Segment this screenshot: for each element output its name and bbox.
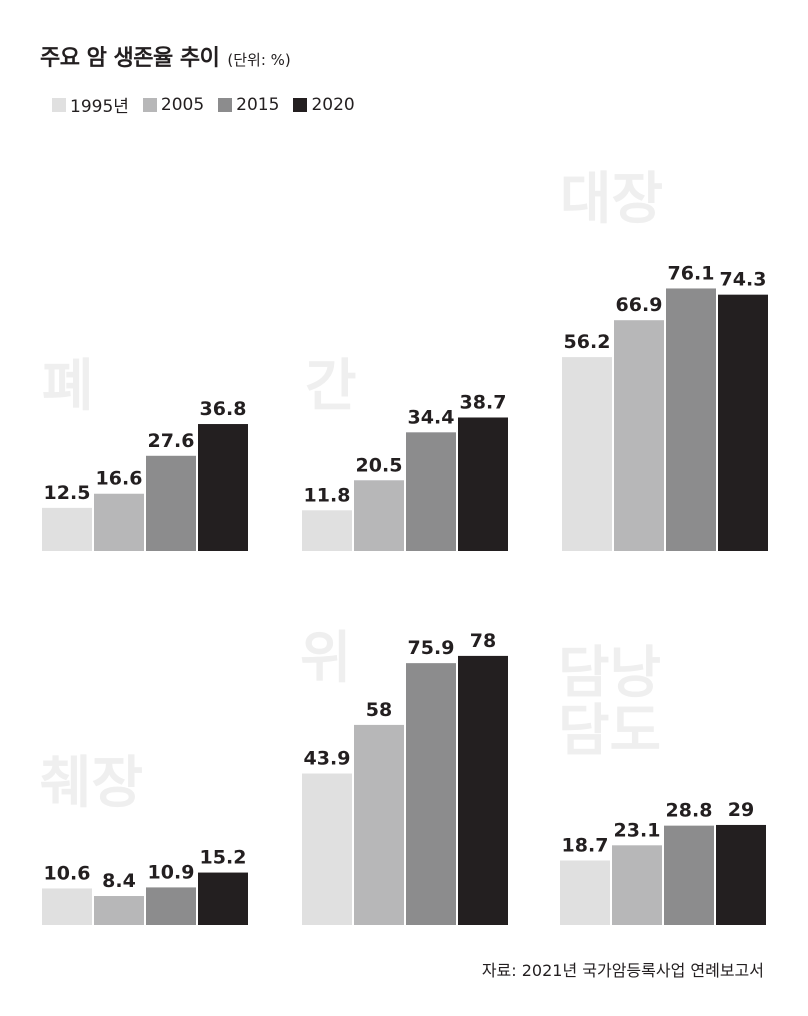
- value-label: 74.3: [720, 269, 767, 291]
- panel-label: 췌장: [40, 751, 143, 816]
- bar-2005: [94, 896, 144, 925]
- legend-item-2015: 2015: [218, 92, 279, 117]
- title-row: 주요 암 생존율 추이 (단위: %): [40, 40, 291, 72]
- value-label: 34.4: [408, 406, 455, 428]
- bar-1995: [42, 888, 92, 925]
- value-label: 43.9: [304, 748, 351, 770]
- bar-2020: [458, 655, 508, 925]
- bar-2015: [664, 825, 714, 925]
- chart-header: 주요 암 생존율 추이 (단위: %): [40, 40, 291, 72]
- bar-2005: [94, 493, 144, 551]
- legend-label-2005: 2005: [160, 94, 205, 115]
- panel-label: 담낭: [558, 641, 661, 706]
- chart-title: 주요 암 생존율 추이: [40, 46, 220, 71]
- legend-label-2020: 2020: [311, 94, 355, 115]
- value-label: 27.6: [148, 430, 195, 452]
- bar-2020: [458, 417, 508, 551]
- bar-1995: [562, 357, 612, 551]
- legend-swatch-2005: [142, 97, 157, 112]
- panel-1: 폐 12.516.627.636.8: [42, 354, 248, 551]
- value-label: 38.7: [460, 391, 507, 413]
- value-label: 76.1: [668, 262, 715, 284]
- bar-2015: [666, 288, 716, 551]
- panel-5: 위 43.9 58 75.9 78: [300, 626, 508, 925]
- legend-swatch-2015: [218, 97, 233, 112]
- panel-3: 대장 56.266.976.1 74.3: [560, 167, 768, 551]
- bar-2020: [718, 294, 768, 551]
- panel-4: 췌장 10.6 8.4 10.915.2: [40, 751, 248, 925]
- source-note: 자료: 2021년 국가암등록사업 연례보고서: [481, 961, 764, 980]
- value-label: 58: [366, 699, 392, 721]
- bar-2020: [198, 872, 248, 925]
- legend-swatch-1995: [52, 97, 66, 112]
- panel-label: 폐: [42, 354, 94, 419]
- panel-label: 위: [300, 626, 352, 691]
- value-label: 28.8: [666, 800, 713, 822]
- panel-2: 간 11.820.5 34.438.7: [302, 354, 508, 551]
- panel-label: 담도: [558, 699, 661, 764]
- value-label: 16.6: [96, 468, 143, 490]
- legend-item-2020: 2020: [293, 92, 355, 117]
- legend: 1995년 2005 2015 2020: [52, 92, 355, 117]
- bar-2015: [406, 432, 456, 551]
- value-label: 66.9: [616, 294, 663, 316]
- value-label: 23.1: [614, 819, 661, 841]
- value-label: 10.6: [44, 862, 91, 884]
- legend-item-1995: 1995년: [52, 92, 129, 117]
- legend-swatch-2020: [293, 97, 308, 112]
- legend-label-1995: 1995년: [70, 97, 129, 117]
- bar-2015: [406, 663, 456, 925]
- value-label: 11.8: [304, 484, 351, 506]
- value-label: 12.5: [44, 482, 91, 504]
- panel-label: 대장: [560, 167, 663, 232]
- bar-1995: [302, 773, 352, 925]
- panel-label: 간: [305, 354, 357, 419]
- value-label: 29: [728, 799, 754, 821]
- value-label: 75.9: [408, 637, 455, 659]
- unit-label: (단위: %): [227, 51, 291, 69]
- bar-2020: [716, 824, 766, 925]
- value-label: 78: [470, 630, 496, 652]
- value-label: 15.2: [200, 847, 247, 869]
- bar-1995: [560, 860, 610, 925]
- legend-item-2005: 2005: [142, 92, 205, 117]
- bar-2020: [198, 424, 248, 551]
- legend-label-2015: 2015: [236, 94, 280, 115]
- bar-2005: [614, 320, 664, 551]
- bar-1995: [42, 507, 92, 551]
- bar-2015: [146, 887, 196, 925]
- value-label: 10.9: [148, 861, 195, 883]
- bar-1995: [302, 510, 352, 551]
- bar-2005: [354, 480, 404, 551]
- value-label: 18.7: [562, 834, 609, 856]
- bar-2015: [146, 455, 196, 551]
- value-label: 56.2: [564, 331, 611, 353]
- value-label: 36.8: [200, 398, 247, 420]
- value-label: 20.5: [356, 454, 403, 476]
- bar-2005: [354, 724, 404, 925]
- bar-2005: [612, 845, 662, 925]
- value-label: 8.4: [102, 870, 136, 892]
